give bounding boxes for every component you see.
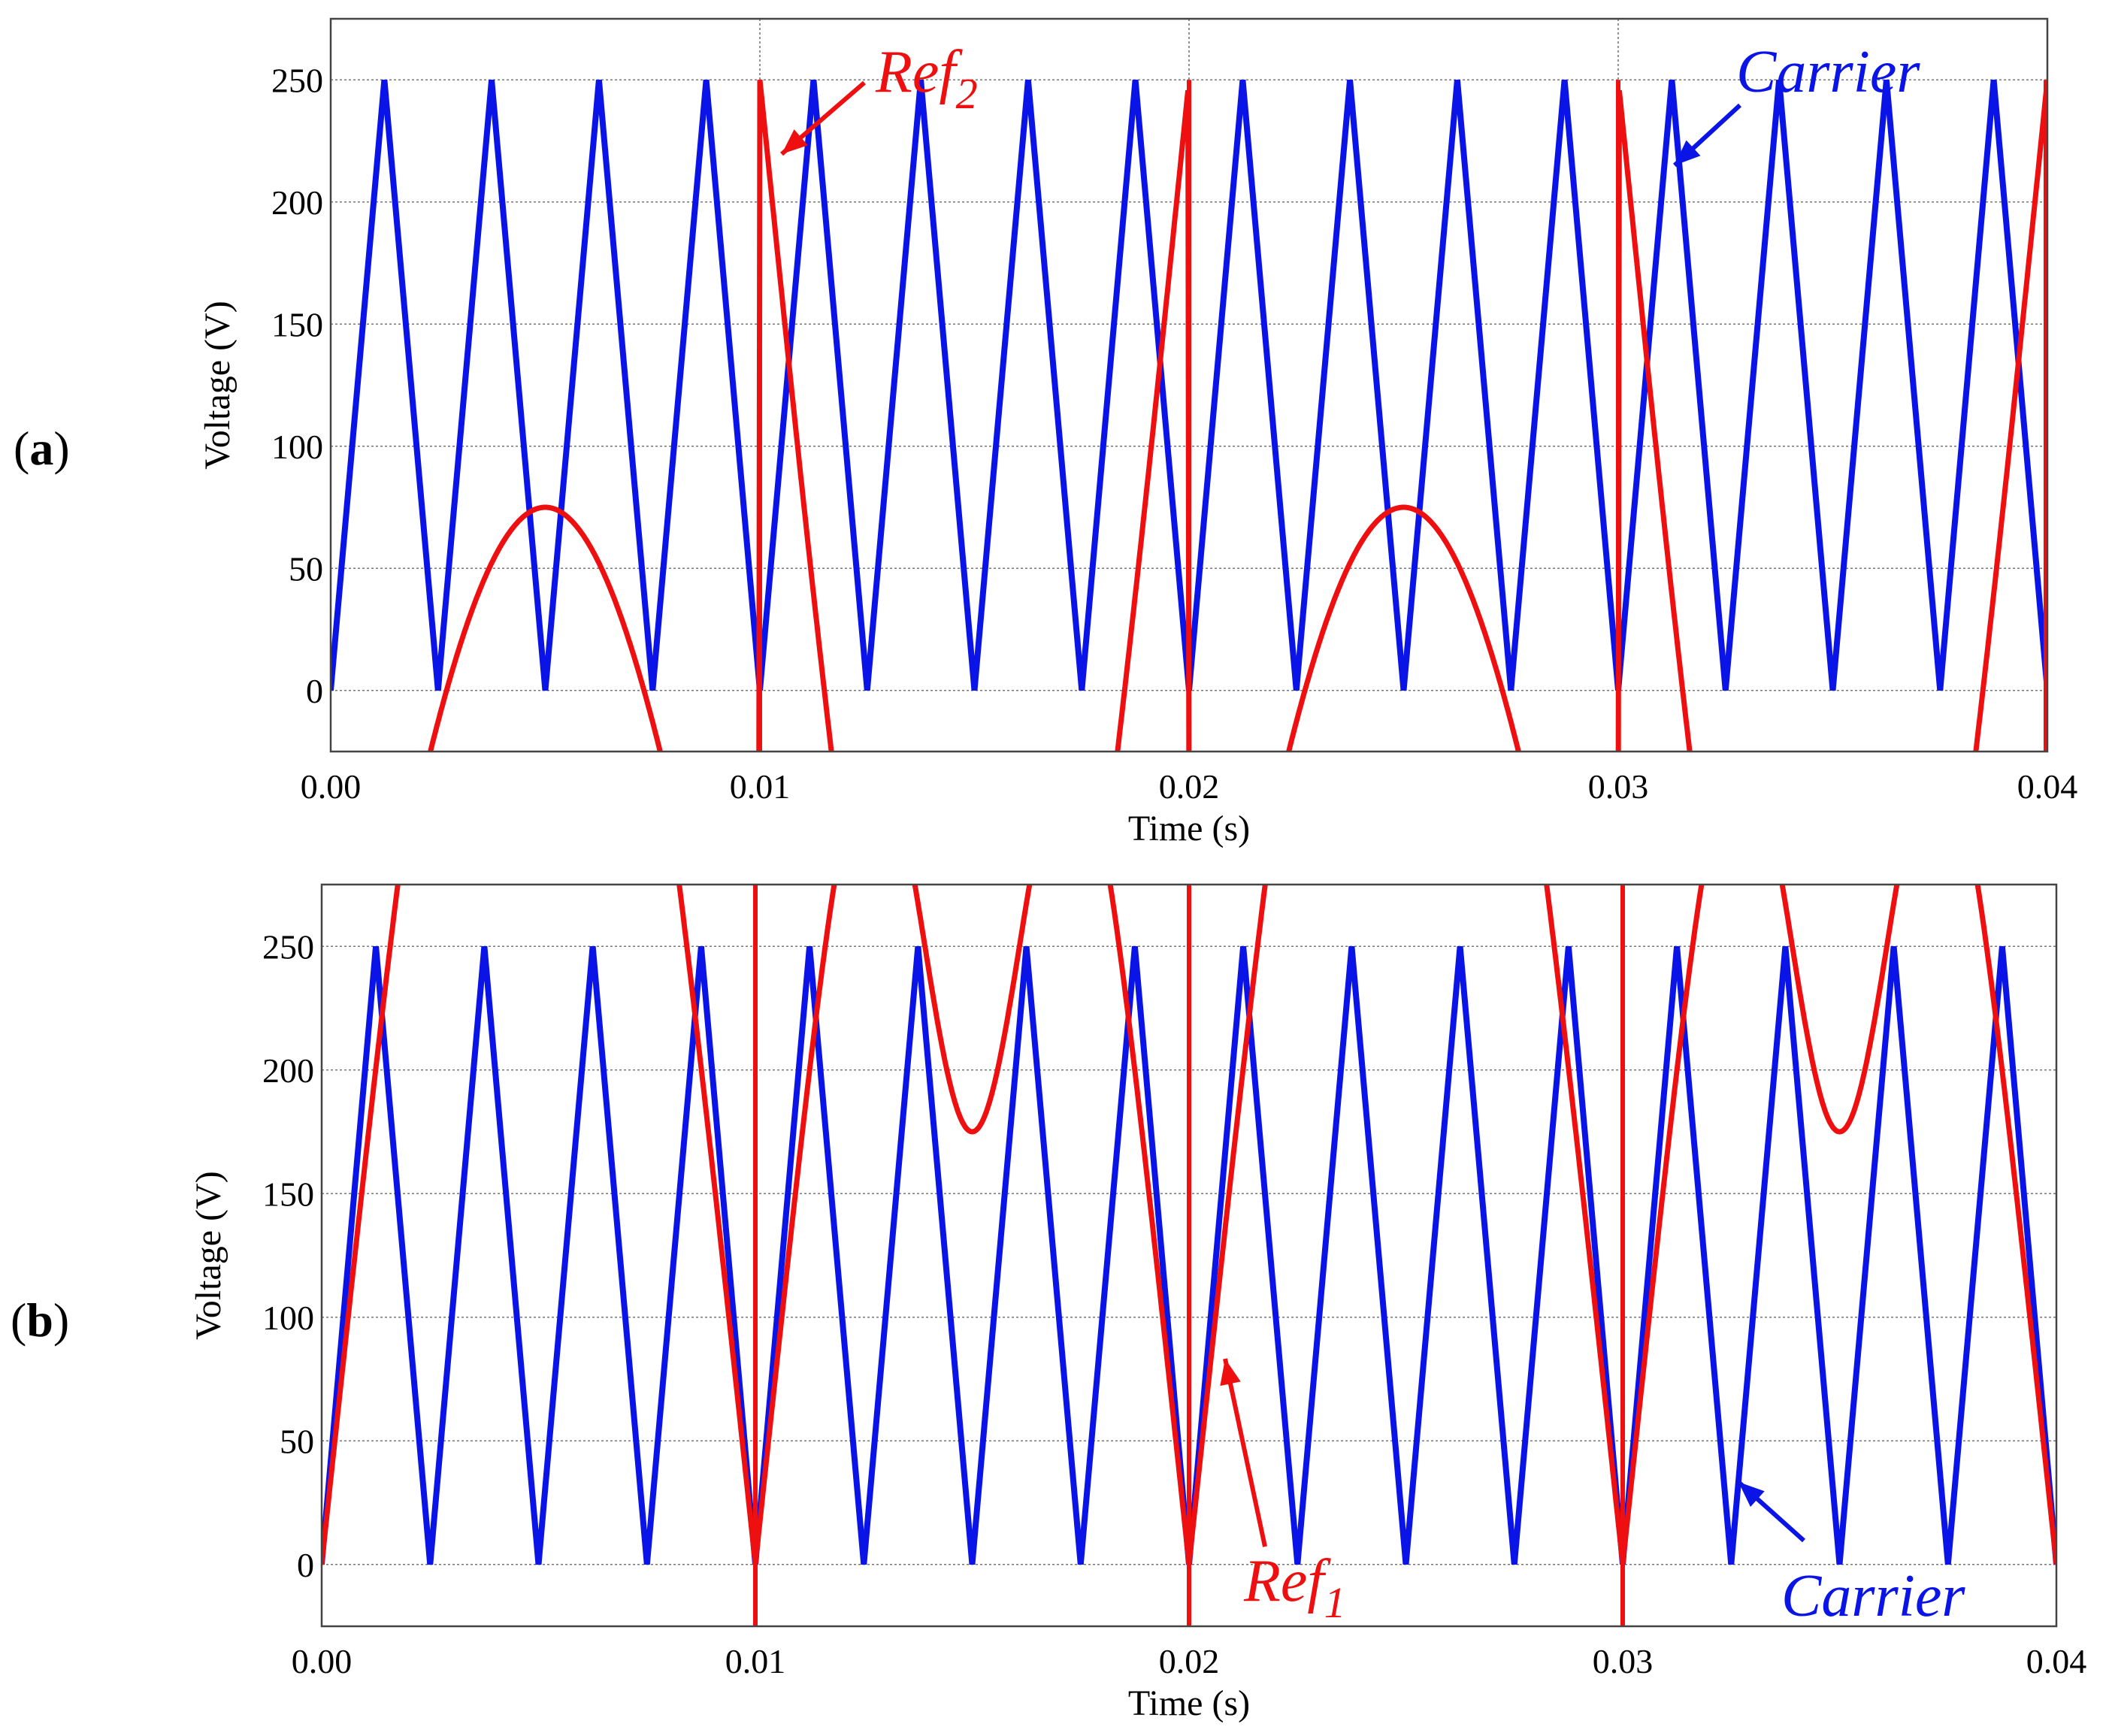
x-tick-label: 0.02 — [1159, 767, 1220, 806]
ref1-label: Ref1 — [1243, 1548, 1346, 1627]
panel-b-frame — [320, 883, 2058, 1628]
panel-b-ylabel: Voltage (V) — [189, 1171, 228, 1339]
panel-a-annotations: Ref2 Carrier — [780, 39, 1920, 168]
series-clip-group — [322, 885, 2056, 1626]
y-tick-label: 100 — [271, 428, 323, 466]
series-clip-group — [331, 79, 2047, 752]
y-tick-label: 150 — [262, 1175, 314, 1213]
ref2-label: Ref2 — [875, 39, 978, 118]
y-tick-label: 250 — [271, 61, 323, 99]
x-tick-label: 0.04 — [2017, 767, 2078, 806]
carrier-arrow-b-head — [1738, 1482, 1765, 1508]
panel-a-xlabel: Time (s) — [1128, 809, 1250, 848]
panel-b: (b) 0.00 0.01 0.02 0.03 0.04050100150200250 … — [11, 883, 2086, 1723]
x-tick-label: 0.00 — [292, 1642, 353, 1680]
panel-b-ticks: 0.00 0.01 0.02 0.03 0.04 0 50 100 150 200 250 — [262, 927, 2086, 1680]
y-tick-label: 100 — [262, 1299, 314, 1337]
y-tick-label: 50 — [289, 549, 323, 588]
y-tick-label: 200 — [262, 1051, 314, 1090]
carrier-label-a: Carrier — [1736, 39, 1920, 105]
panel-a-frame — [329, 17, 2049, 753]
panel-b-annotations: Ref1 Carrier — [1220, 1358, 1965, 1629]
x-tick-label: 0.04 — [2026, 1642, 2087, 1680]
x-tick-label: 0.03 — [1593, 1642, 1654, 1680]
x-tick-label: 0.03 — [1588, 767, 1649, 806]
y-tick-label: 150 — [271, 305, 323, 343]
y-tick-label: 0 — [297, 1546, 314, 1584]
carrier-arrow-a-head — [1675, 140, 1701, 165]
y-tick-label: 50 — [280, 1422, 314, 1460]
reference-line — [428, 79, 2047, 752]
y-tick-label: 0 — [306, 672, 323, 710]
x-tick-label: 0.02 — [1159, 1642, 1220, 1680]
ref1-arrow-head — [1220, 1359, 1241, 1387]
panel-b-xlabel: Time (s) — [1128, 1683, 1250, 1723]
x-tick-label: 0.01 — [730, 767, 791, 806]
panel-a-ylabel: Voltage (V) — [198, 301, 238, 469]
y-tick-label: 200 — [271, 183, 323, 222]
panel-a: (a) 0.00 0.01 0.02 0.03 0.04050100150200250 … — [14, 17, 2077, 848]
y-tick-label: 250 — [262, 927, 314, 966]
panel-a-label: (a) — [14, 422, 70, 475]
ref2-arrow-head — [782, 129, 808, 154]
panel-b-label: (b) — [11, 1293, 69, 1347]
x-tick-label: 0.00 — [301, 767, 362, 806]
carrier-label-b: Carrier — [1781, 1563, 1965, 1629]
panel-a-ticks: 0.00 0.01 0.02 0.03 0.04 0 50 100 150 200 250 — [271, 61, 2077, 806]
panel-b-series — [322, 885, 2056, 1626]
panel-a-series — [331, 79, 2047, 752]
x-tick-label: 0.01 — [725, 1642, 786, 1680]
ref1-arrow-shaft — [1223, 1358, 1267, 1547]
